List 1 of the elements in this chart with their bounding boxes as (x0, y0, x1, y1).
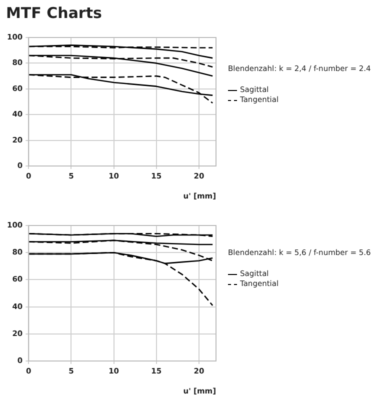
chart-title: MTF Charts (6, 4, 102, 22)
